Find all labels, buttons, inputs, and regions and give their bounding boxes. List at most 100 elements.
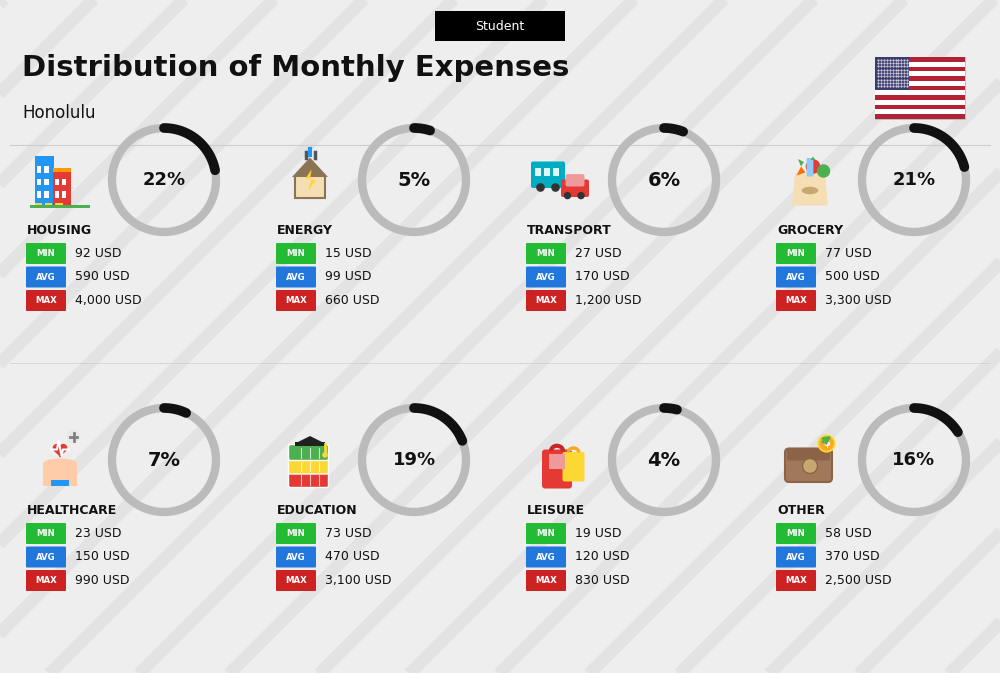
- Text: 23 USD: 23 USD: [75, 527, 122, 540]
- FancyBboxPatch shape: [875, 57, 965, 62]
- FancyBboxPatch shape: [875, 76, 965, 81]
- FancyBboxPatch shape: [526, 243, 566, 264]
- Ellipse shape: [802, 186, 818, 194]
- Ellipse shape: [44, 458, 76, 468]
- FancyBboxPatch shape: [875, 67, 965, 71]
- FancyBboxPatch shape: [526, 290, 566, 311]
- Text: MIN: MIN: [537, 529, 555, 538]
- FancyBboxPatch shape: [776, 523, 816, 544]
- Text: 92 USD: 92 USD: [75, 247, 122, 260]
- Text: 4%: 4%: [647, 450, 681, 470]
- Text: 170 USD: 170 USD: [575, 271, 630, 283]
- Polygon shape: [306, 170, 316, 190]
- FancyBboxPatch shape: [526, 523, 566, 544]
- Text: 99 USD: 99 USD: [325, 271, 372, 283]
- Text: 6%: 6%: [647, 170, 681, 190]
- Text: 58 USD: 58 USD: [825, 527, 872, 540]
- Text: 77 USD: 77 USD: [825, 247, 872, 260]
- Text: 500 USD: 500 USD: [825, 271, 880, 283]
- Polygon shape: [295, 436, 325, 444]
- FancyBboxPatch shape: [44, 191, 49, 198]
- Circle shape: [818, 165, 830, 177]
- Text: 22%: 22%: [142, 171, 186, 189]
- FancyBboxPatch shape: [288, 458, 328, 474]
- Text: 120 USD: 120 USD: [575, 551, 630, 563]
- Text: AVG: AVG: [286, 553, 306, 561]
- Text: MAX: MAX: [535, 576, 557, 585]
- FancyBboxPatch shape: [526, 546, 566, 567]
- FancyBboxPatch shape: [875, 90, 965, 95]
- FancyBboxPatch shape: [37, 166, 41, 173]
- Text: AVG: AVG: [786, 273, 806, 281]
- FancyBboxPatch shape: [276, 523, 316, 544]
- FancyBboxPatch shape: [276, 570, 316, 591]
- FancyBboxPatch shape: [26, 267, 66, 287]
- FancyBboxPatch shape: [807, 158, 813, 176]
- Polygon shape: [811, 157, 815, 160]
- FancyBboxPatch shape: [553, 168, 559, 176]
- Text: MIN: MIN: [787, 249, 805, 258]
- FancyBboxPatch shape: [776, 546, 816, 567]
- FancyBboxPatch shape: [276, 290, 316, 311]
- Text: AVG: AVG: [286, 273, 306, 281]
- FancyBboxPatch shape: [875, 85, 965, 90]
- Text: 370 USD: 370 USD: [825, 551, 880, 563]
- Circle shape: [552, 184, 559, 191]
- Text: AVG: AVG: [536, 553, 556, 561]
- FancyBboxPatch shape: [51, 481, 69, 487]
- FancyBboxPatch shape: [276, 267, 316, 287]
- Polygon shape: [797, 166, 806, 176]
- FancyBboxPatch shape: [875, 71, 965, 76]
- Text: 150 USD: 150 USD: [75, 551, 130, 563]
- Circle shape: [537, 184, 544, 191]
- FancyBboxPatch shape: [37, 191, 41, 198]
- FancyBboxPatch shape: [288, 472, 328, 487]
- Circle shape: [578, 192, 584, 199]
- FancyBboxPatch shape: [776, 290, 816, 311]
- Text: 27 USD: 27 USD: [575, 247, 622, 260]
- FancyBboxPatch shape: [875, 81, 965, 85]
- FancyBboxPatch shape: [535, 168, 541, 176]
- FancyBboxPatch shape: [526, 267, 566, 287]
- FancyBboxPatch shape: [295, 442, 325, 446]
- Text: 830 USD: 830 USD: [575, 574, 630, 587]
- FancyBboxPatch shape: [55, 191, 58, 198]
- FancyBboxPatch shape: [785, 448, 832, 482]
- Circle shape: [564, 192, 570, 199]
- Polygon shape: [292, 157, 328, 177]
- Circle shape: [820, 437, 833, 450]
- FancyBboxPatch shape: [542, 450, 572, 489]
- Text: MIN: MIN: [287, 249, 305, 258]
- Text: 470 USD: 470 USD: [325, 551, 380, 563]
- Text: 590 USD: 590 USD: [75, 271, 130, 283]
- Text: 660 USD: 660 USD: [325, 294, 380, 307]
- FancyBboxPatch shape: [562, 452, 584, 481]
- FancyBboxPatch shape: [45, 203, 52, 207]
- Text: 3,300 USD: 3,300 USD: [825, 294, 892, 307]
- Polygon shape: [798, 159, 804, 166]
- Text: 7%: 7%: [148, 450, 180, 470]
- Text: EDUCATION: EDUCATION: [277, 503, 358, 516]
- FancyBboxPatch shape: [288, 444, 328, 460]
- Text: MIN: MIN: [287, 529, 305, 538]
- Text: MAX: MAX: [535, 296, 557, 305]
- Text: AVG: AVG: [36, 273, 56, 281]
- Text: 15 USD: 15 USD: [325, 247, 372, 260]
- FancyBboxPatch shape: [875, 62, 965, 67]
- FancyBboxPatch shape: [26, 570, 66, 591]
- Text: Student: Student: [475, 20, 525, 32]
- Polygon shape: [53, 445, 67, 456]
- FancyBboxPatch shape: [37, 179, 41, 185]
- FancyBboxPatch shape: [62, 191, 66, 198]
- Text: 19%: 19%: [392, 451, 436, 469]
- Text: 16%: 16%: [892, 451, 936, 469]
- Text: 2,500 USD: 2,500 USD: [825, 574, 892, 587]
- Text: 3,100 USD: 3,100 USD: [325, 574, 392, 587]
- FancyBboxPatch shape: [544, 168, 550, 176]
- FancyBboxPatch shape: [787, 449, 830, 460]
- Text: AVG: AVG: [36, 553, 56, 561]
- Polygon shape: [295, 162, 325, 198]
- Text: AVG: AVG: [786, 553, 806, 561]
- FancyBboxPatch shape: [26, 523, 66, 544]
- FancyBboxPatch shape: [776, 570, 816, 591]
